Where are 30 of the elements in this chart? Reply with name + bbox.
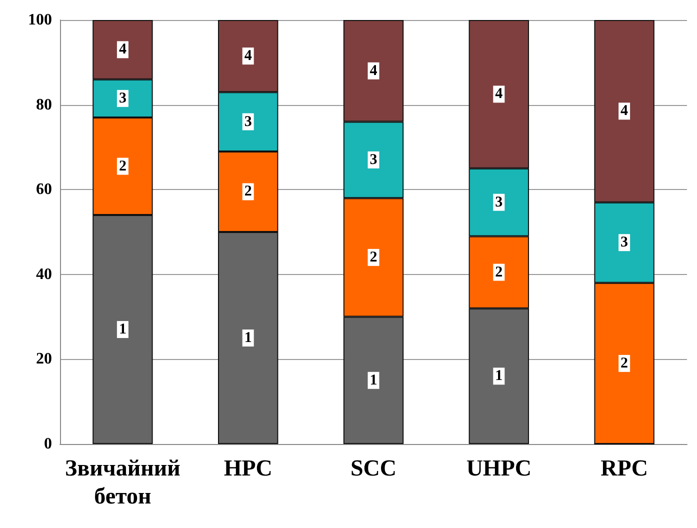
series-label: 2: [620, 355, 628, 372]
x-tick-label: RPC: [600, 456, 648, 480]
text: 4: [495, 86, 503, 102]
text: 3: [244, 114, 252, 130]
text: 1: [118, 322, 126, 338]
text: 2: [118, 158, 126, 174]
text: 4: [620, 103, 628, 120]
text: 3: [620, 234, 628, 251]
series-label: 4: [118, 42, 127, 58]
y-tick-label: 40: [36, 266, 52, 283]
y-tick-label: 0: [44, 436, 52, 452]
text: 2: [495, 264, 503, 280]
text: 4: [244, 48, 252, 64]
x-tick-label: HPC: [224, 456, 272, 480]
text: 1: [244, 330, 252, 346]
text: 3: [495, 194, 503, 210]
text: 3: [370, 152, 378, 168]
x-tick-label: Звичайний бетон: [65, 456, 180, 508]
series-label: 1: [495, 368, 503, 384]
y-tick-label: 100: [28, 12, 52, 28]
y-tick-label: 60: [36, 181, 52, 198]
y-tick-label: 20: [36, 350, 52, 368]
x-tick-label: SCC: [350, 456, 397, 480]
text: 1: [370, 372, 378, 388]
x-tick-label: UHPC: [466, 456, 532, 480]
text: 4: [370, 62, 378, 79]
text: 2: [244, 184, 252, 200]
series-label: 3: [118, 90, 126, 106]
y-tick-label: 80: [36, 96, 52, 114]
text: 2: [370, 249, 378, 266]
